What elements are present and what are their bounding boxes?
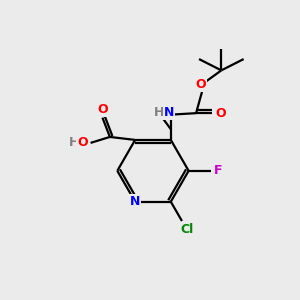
Text: O: O — [215, 107, 226, 120]
Text: O: O — [97, 103, 108, 116]
Text: N: N — [130, 195, 140, 208]
Text: O: O — [196, 78, 206, 91]
Text: H: H — [69, 136, 80, 149]
Text: O: O — [77, 136, 88, 149]
Text: H: H — [154, 106, 165, 119]
Text: F: F — [214, 164, 223, 177]
Text: Cl: Cl — [180, 223, 193, 236]
Text: N: N — [164, 106, 175, 119]
